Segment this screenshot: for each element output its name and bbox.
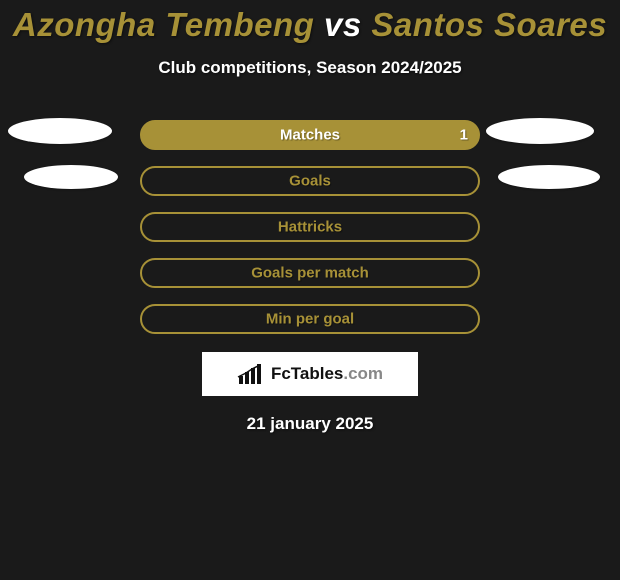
stat-pill: Matches 1 <box>140 120 480 150</box>
stat-row: Min per goal <box>0 304 620 334</box>
logo-prefix: Fc <box>271 364 291 383</box>
stat-label: Matches <box>280 127 340 144</box>
page-title: Azongha Tembeng vs Santos Soares <box>0 6 620 44</box>
left-marker <box>8 118 112 144</box>
source-logo: FcTables.com <box>202 352 418 396</box>
stat-label: Hattricks <box>278 219 342 236</box>
logo-suffix: .com <box>343 364 383 383</box>
stat-pill: Goals <box>140 166 480 196</box>
stat-label: Goals per match <box>251 265 369 282</box>
stat-row: Goals <box>0 166 620 196</box>
stat-label: Min per goal <box>266 311 354 328</box>
stat-pill: Min per goal <box>140 304 480 334</box>
stat-row: Hattricks <box>0 212 620 242</box>
stat-row: Matches 1 <box>0 120 620 150</box>
stat-rows: Matches 1 Goals Hattricks Goals per match Min… <box>0 120 620 334</box>
right-marker <box>486 118 594 144</box>
stat-label: Goals <box>289 173 331 190</box>
subtitle: Club competitions, Season 2024/2025 <box>0 58 620 78</box>
stat-pill: Goals per match <box>140 258 480 288</box>
logo-main: Tables <box>291 364 344 383</box>
right-marker <box>498 165 600 189</box>
stat-row: Goals per match <box>0 258 620 288</box>
left-marker <box>24 165 118 189</box>
stat-right-value: 1 <box>460 127 468 144</box>
stat-pill: Hattricks <box>140 212 480 242</box>
date-label: 21 january 2025 <box>0 414 620 434</box>
content: Azongha Tembeng vs Santos Soares Club co… <box>0 0 620 434</box>
logo-icon <box>237 362 265 386</box>
logo-text: FcTables.com <box>271 364 383 384</box>
